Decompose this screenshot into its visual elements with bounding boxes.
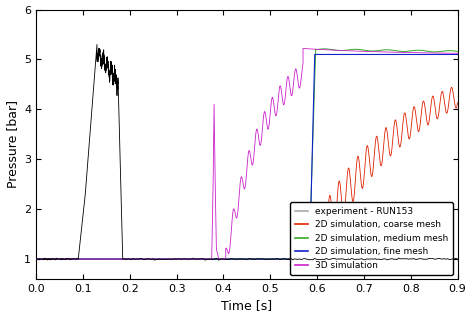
Legend: experiment - RUN153, 2D simulation, coarse mesh, 2D simulation, medium mesh, 2D : experiment - RUN153, 2D simulation, coar…: [290, 203, 453, 274]
Y-axis label: Pressure [bar]: Pressure [bar]: [6, 100, 18, 188]
X-axis label: Time [s]: Time [s]: [221, 300, 272, 313]
